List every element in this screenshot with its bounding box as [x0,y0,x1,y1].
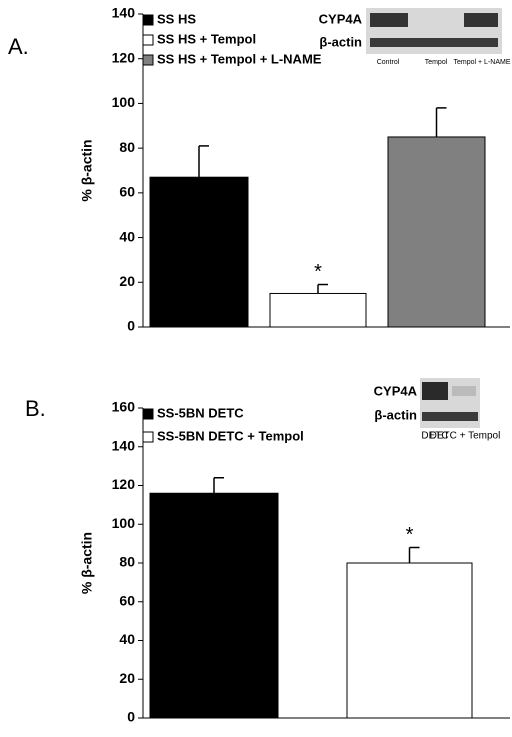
blot-band [422,412,478,421]
band-label: CYP4A [319,11,363,26]
blot-band [422,382,448,400]
y-tick-label: 100 [112,515,136,531]
lane-label: Tempol [425,59,448,66]
y-tick-label: 120 [112,476,136,492]
blot-band [370,13,408,27]
annotation: * [406,524,414,546]
blot-band [464,13,498,27]
y-tick-label: 0 [127,318,135,334]
y-tick-label: 40 [119,631,135,647]
bar [149,492,279,719]
legend-swatch [142,431,154,443]
annotation: * [314,261,322,283]
blot-band [370,38,498,47]
bar [149,176,249,328]
legend-swatch [142,408,154,420]
y-tick-label: 40 [119,228,135,244]
y-tick-label: 140 [112,5,136,21]
y-tick-label: 80 [119,139,135,155]
y-tick-label: 60 [119,592,135,608]
y-tick-label: 60 [119,184,135,200]
legend-swatch [142,14,154,26]
band-label: β-actin [319,34,362,49]
y-tick-label: 80 [119,554,135,570]
y-axis-label: % β-actin [79,532,95,594]
panel-label: B. [25,396,46,421]
legend-label: SS HS + Tempol + L-NAME [157,51,322,66]
lane-label: Control [377,59,400,66]
lane-label: DETC + Tempol [430,431,501,442]
bar [387,136,486,328]
y-tick-label: 140 [112,437,136,453]
y-tick-label: 160 [112,399,136,415]
legend-swatch [142,54,154,66]
legend-label: SS HS + Tempol [157,31,256,46]
bar [269,292,367,328]
y-tick-label: 20 [119,670,135,686]
legend-label: SS-5BN DETC + Tempol [157,428,304,443]
blot-b: CYP4A β-actin DETC DETC + Tempol [374,378,501,442]
blot-band [452,386,476,396]
blot-a: CYP4A β-actin Control Tempol Tempol + L-… [319,8,511,66]
lane-label: Tempol + L-NAME [454,59,511,66]
y-tick-label: 120 [112,49,136,65]
y-tick-label: 20 [119,273,135,289]
y-tick-label: 100 [112,94,136,110]
y-tick-label: 0 [127,709,135,725]
bar [346,562,473,719]
legend-swatch [142,34,154,46]
y-axis-label: % β-actin [79,139,95,201]
band-label: CYP4A [374,383,418,398]
panel-label: A. [8,34,29,59]
legend-label: SS HS [157,11,196,26]
band-label: β-actin [374,407,417,422]
lane-label: DETC [421,431,448,442]
legend-label: SS-5BN DETC [157,405,244,420]
